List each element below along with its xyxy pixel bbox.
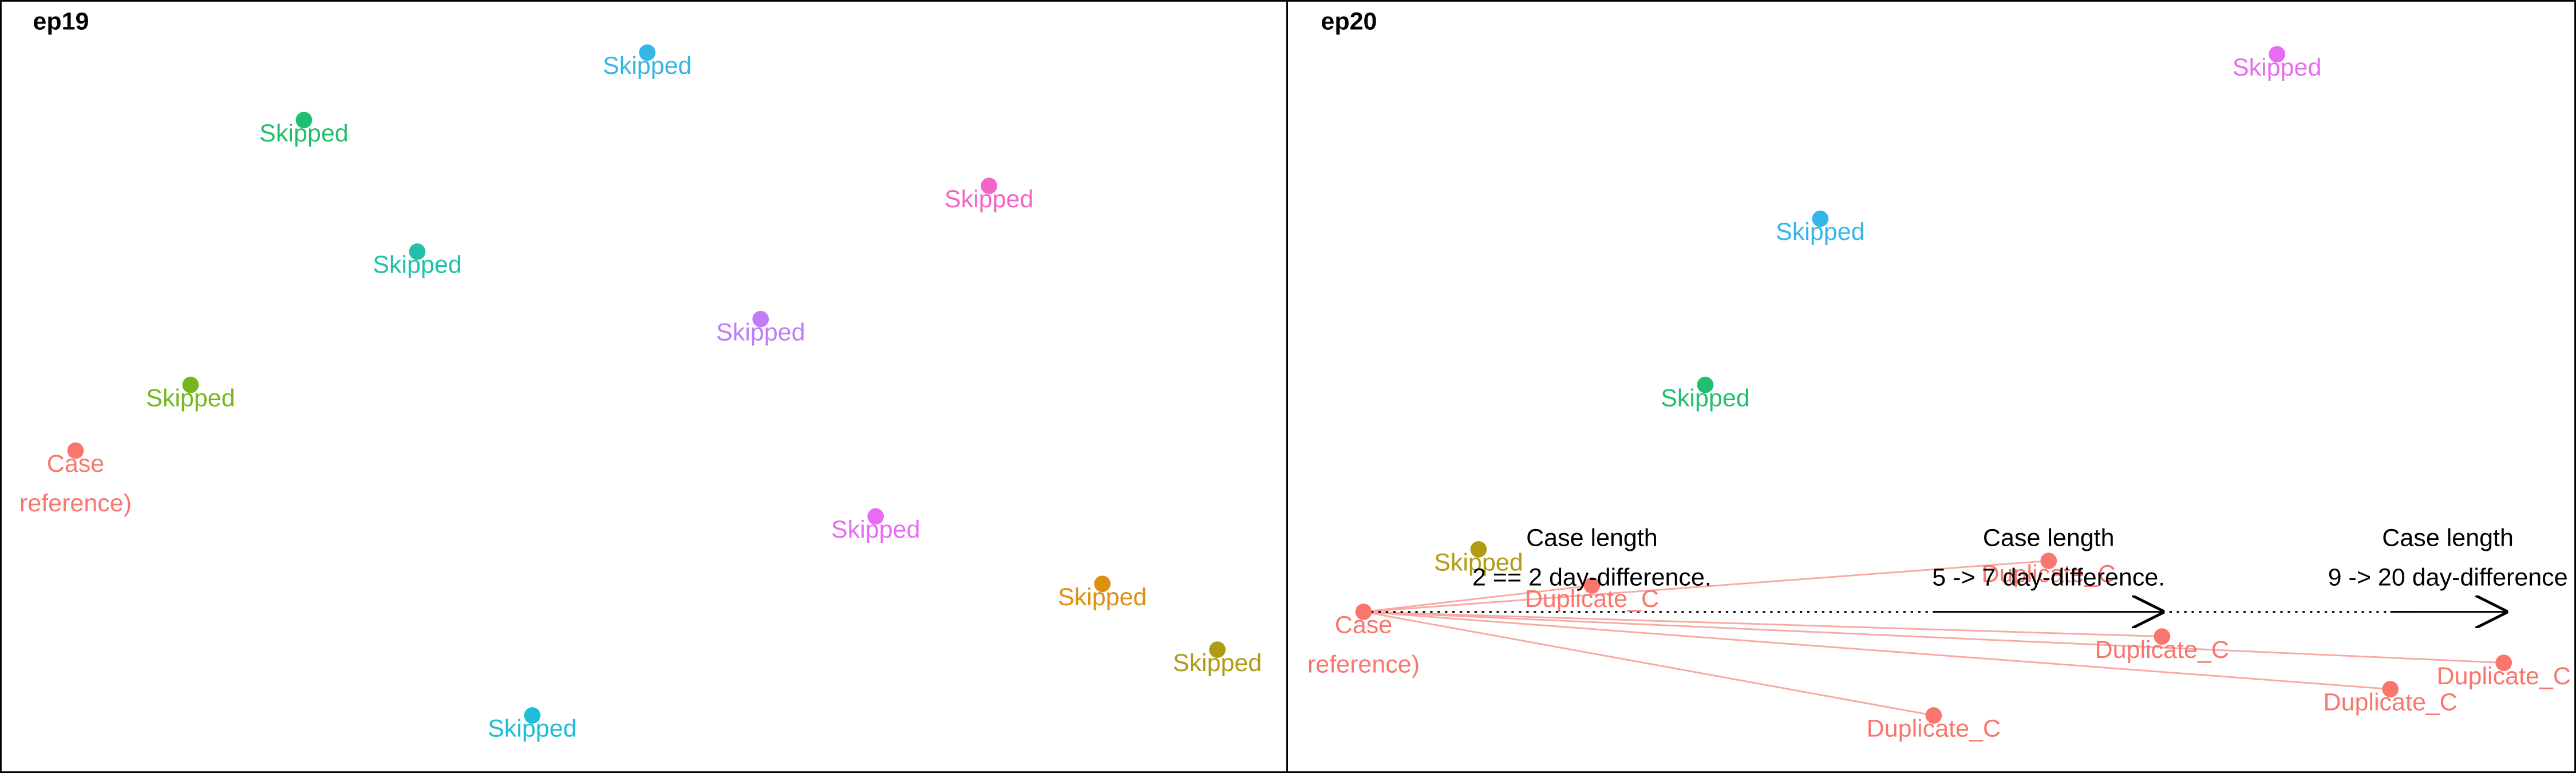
- link-line: [1363, 611, 1934, 716]
- node-point: [409, 243, 426, 260]
- node-point: [1355, 604, 1372, 620]
- node-label: Duplicate_C: [2095, 636, 2229, 664]
- node-point: [1812, 210, 1829, 227]
- annotation-text: 9 -> 20 day-difference: [2328, 563, 2568, 591]
- node-point: [2154, 628, 2171, 645]
- node-label: Duplicate_C: [1525, 585, 1659, 613]
- node-point: [1209, 641, 1226, 658]
- panel: Skipped Skipped Skipped Skipped Skipped Skipp…: [19, 8, 1262, 743]
- node-label: Skipped: [1661, 384, 1749, 412]
- node-point: [752, 310, 769, 328]
- node-label: Skipped: [831, 516, 920, 543]
- node-label: Skipped: [945, 186, 1033, 213]
- link-line: [1363, 611, 2391, 690]
- node-point: [1583, 577, 1601, 594]
- node-point: [2495, 654, 2512, 671]
- panel: Skipped Skipped Skipped Skipped Case referenc…: [1307, 8, 2571, 743]
- link-line: [1363, 611, 2162, 638]
- node-point: [867, 508, 884, 525]
- node-point: [182, 376, 199, 393]
- link-line: [1363, 585, 1593, 613]
- panel-title: ep20: [1321, 8, 1377, 36]
- node-point: [2269, 46, 2286, 63]
- node-label: Skipped: [488, 715, 576, 743]
- node-label: Skipped: [603, 52, 692, 80]
- annotation-heading: Case length: [2382, 524, 2514, 551]
- link-line: [1363, 560, 2049, 613]
- node-label: Skipped: [1776, 218, 1864, 246]
- node-point: [639, 44, 656, 61]
- annotation-heading: Case length: [1983, 524, 2115, 551]
- node-point: [981, 178, 998, 194]
- annotation-text: 2 == 2 day-difference.: [1472, 563, 1712, 591]
- node-label: Duplicate_C: [1982, 561, 2116, 588]
- node-point: [1470, 541, 1487, 558]
- node-label: Skipped: [1058, 583, 1147, 611]
- node-label: Case: [1335, 612, 1392, 639]
- node-label: Skipped: [373, 251, 461, 279]
- annotation-heading: Case length: [1526, 524, 1658, 551]
- annotation-text: 5 -> 7 day-difference.: [1932, 563, 2165, 591]
- panel-title: ep19: [33, 8, 89, 36]
- node-point: [2382, 681, 2399, 697]
- node-point: [2040, 553, 2057, 569]
- node-point: [1925, 707, 1942, 724]
- node-point: [524, 707, 541, 724]
- node-point: [1697, 376, 1714, 393]
- panel-border: [1286, 0, 2576, 773]
- node-label: Skipped: [1173, 649, 1262, 677]
- node-label: Duplicate_C: [2324, 689, 2458, 716]
- node-label: Skipped: [2233, 54, 2321, 81]
- node-point: [295, 112, 313, 129]
- node-label: Case: [47, 450, 104, 478]
- node-point: [1094, 575, 1111, 593]
- node-label: Skipped: [146, 384, 235, 412]
- node-label: Duplicate_C: [2437, 662, 2571, 690]
- node-label: Skipped: [259, 120, 348, 147]
- node-label: Skipped: [716, 318, 805, 346]
- node-label: reference): [1307, 651, 1420, 679]
- node-label: Skipped: [1434, 549, 1523, 577]
- node-label: reference): [19, 490, 132, 517]
- node-label: Duplicate_C: [1867, 715, 2001, 743]
- link-line: [1363, 611, 2504, 664]
- node-point: [67, 442, 84, 459]
